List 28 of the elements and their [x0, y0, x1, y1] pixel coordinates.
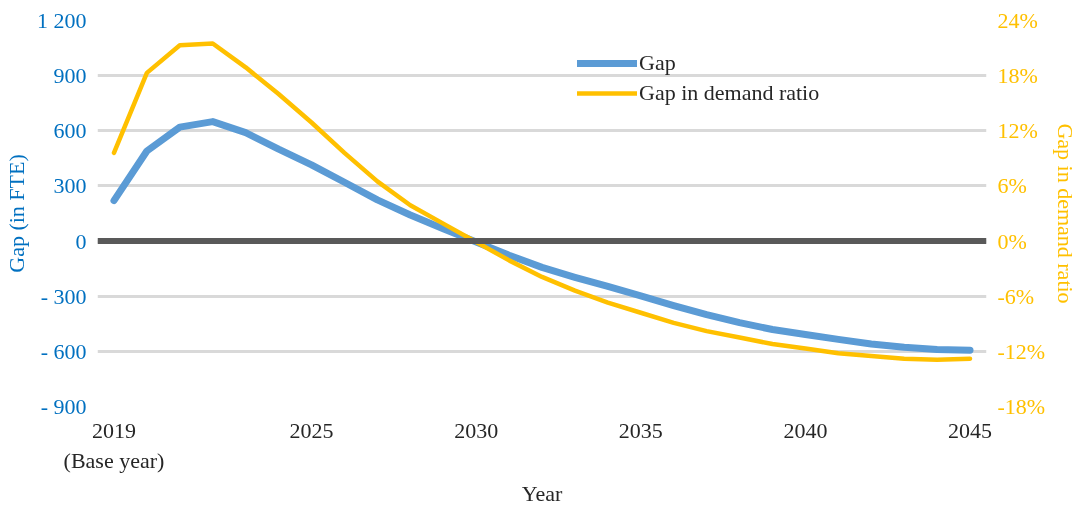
line-series [111, 41, 973, 362]
y-tick-label: 1 200 [37, 8, 87, 33]
y-tick-label: - 900 [40, 394, 87, 419]
y2-tick-label: 0% [997, 228, 1027, 254]
legend-label: Gap in demand ratio [639, 80, 820, 106]
y2-tick-label: -18% [997, 394, 1046, 419]
y-tick-label: - 300 [40, 283, 87, 309]
y2-tick-label: 24% [997, 8, 1038, 33]
y2-tick-label: -6% [997, 283, 1035, 309]
x-tick-label: 2025 [289, 417, 334, 443]
x-tick-label: 2045 [948, 417, 993, 443]
y-tick-label: - 600 [40, 338, 87, 364]
y2-axis-title: Gap in demand ratio [1053, 123, 1079, 304]
y-tick-label: 300 [53, 173, 87, 199]
y2-tick-label: 18% [997, 63, 1038, 89]
x-tick-label: 2030 [454, 417, 499, 443]
y-axis-title: Gap (in FTE) [4, 154, 29, 273]
y-tick-label: 900 [53, 63, 87, 89]
x-axis-title: Year [521, 480, 563, 506]
x-tick-label: 2035 [618, 417, 663, 443]
y-tick-label: 600 [53, 118, 87, 144]
y-tick-label: 0 [75, 228, 87, 254]
y2-tick-label: -12% [997, 338, 1046, 364]
x-tick-label: 2019 (Base year) [63, 417, 165, 473]
y2-tick-label: 12% [997, 118, 1038, 144]
y2-tick-label: 6% [997, 173, 1027, 199]
x-tick-label: 2040 [783, 417, 828, 443]
legend-label: Gap [639, 50, 676, 76]
